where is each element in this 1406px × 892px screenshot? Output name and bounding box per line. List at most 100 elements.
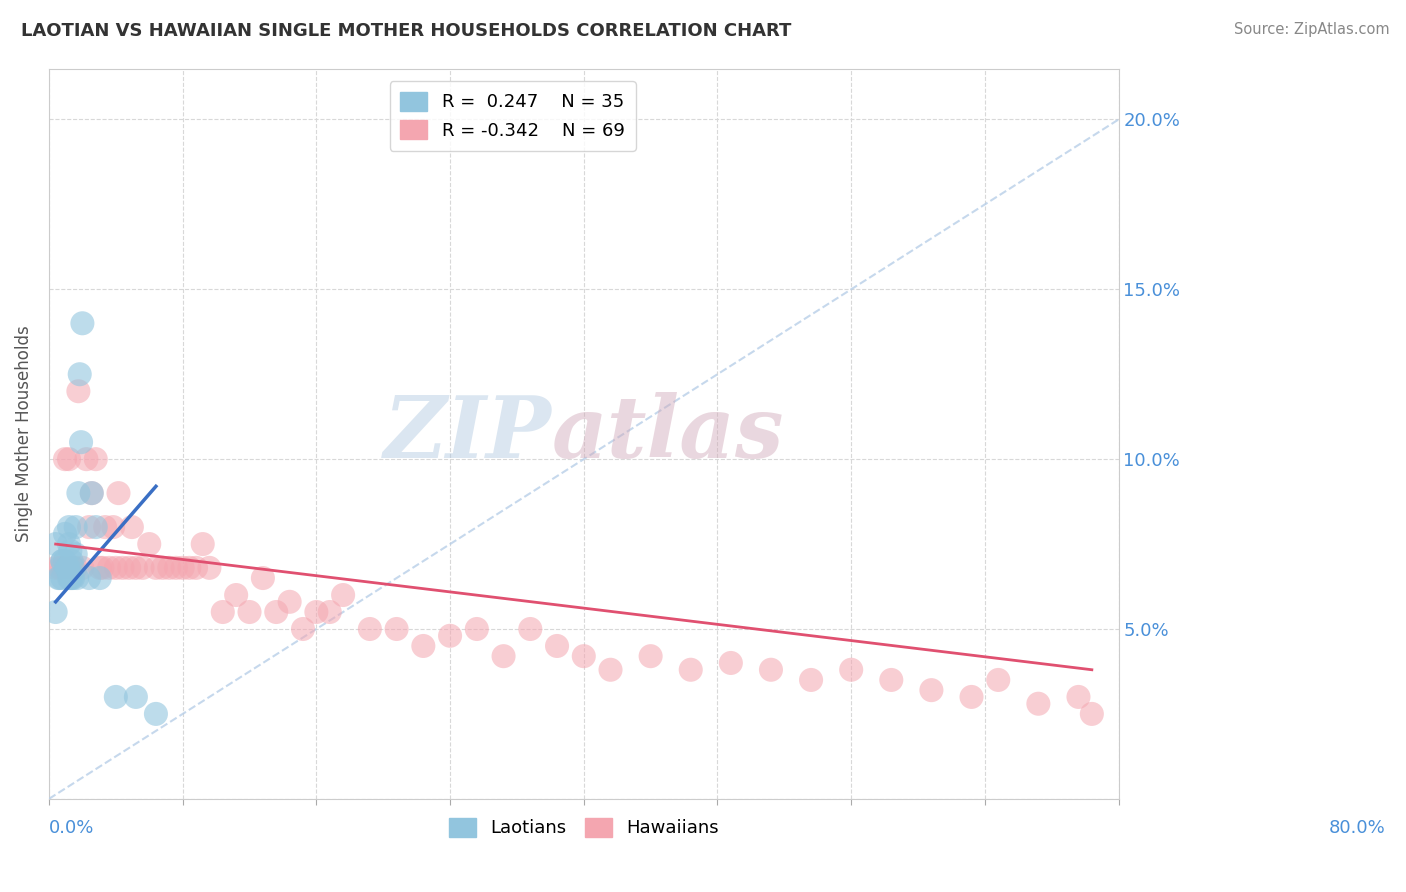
Point [412,639,434,653]
Point [152,561,174,575]
Point [920,683,942,698]
Point [75,452,97,467]
Point [51,554,73,568]
Point [720,656,742,670]
Point [62,561,84,575]
Point [60,571,83,585]
Point [70,435,93,450]
Point [53,527,76,541]
Point [53,554,76,568]
Point [465,622,488,636]
Point [332,588,354,602]
Point [56,561,79,575]
Text: 80.0%: 80.0% [1329,819,1386,838]
Point [51,554,73,568]
Point [58,571,80,585]
Point [107,486,129,500]
Point [111,561,134,575]
Point [138,537,160,551]
Point [1067,690,1090,704]
Point [51,571,73,585]
Point [211,605,233,619]
Point [77,520,100,534]
Text: LAOTIAN VS HAWAIIAN SINGLE MOTHER HOUSEHOLDS CORRELATION CHART: LAOTIAN VS HAWAIIAN SINGLE MOTHER HOUSEH… [21,22,792,40]
Point [48,561,70,575]
Point [252,571,274,585]
Point [84,452,107,467]
Point [104,561,127,575]
Point [145,706,167,721]
Point [67,486,90,500]
Point [131,561,153,575]
Point [91,561,114,575]
Point [679,663,702,677]
Point [238,605,260,619]
Point [77,571,100,585]
Point [72,316,94,330]
Point [198,561,221,575]
Text: atlas: atlas [551,392,785,475]
Point [58,561,80,575]
Point [58,537,80,551]
Point [546,639,568,653]
Point [89,571,111,585]
Point [640,649,662,664]
Point [53,452,76,467]
Point [62,571,84,585]
Point [278,595,301,609]
Point [960,690,983,704]
Point [125,690,148,704]
Point [59,544,82,558]
Point [880,673,903,687]
Point [98,561,121,575]
Point [46,571,69,585]
Point [172,561,194,575]
Point [80,486,103,500]
Point [66,571,89,585]
Point [179,561,201,575]
Text: ZIP: ZIP [384,392,551,475]
Point [184,561,207,575]
Text: 0.0%: 0.0% [49,819,94,838]
Point [58,561,80,575]
Point [94,520,117,534]
Point [519,622,541,636]
Point [319,605,342,619]
Point [599,663,621,677]
Point [305,605,328,619]
Point [987,673,1010,687]
Point [60,554,83,568]
Point [191,537,214,551]
Point [165,561,187,575]
Point [292,622,315,636]
Point [264,605,287,619]
Point [225,588,247,602]
Point [125,561,148,575]
Point [65,520,87,534]
Point [157,561,180,575]
Y-axis label: Single Mother Households: Single Mother Households [15,326,32,542]
Point [385,622,408,636]
Point [45,537,67,551]
Point [89,561,111,575]
Legend: Laotians, Hawaiians: Laotians, Hawaiians [441,811,725,845]
Point [80,486,103,500]
Point [101,520,124,534]
Point [58,520,80,534]
Point [359,622,381,636]
Point [839,663,862,677]
Point [51,561,73,575]
Point [121,520,143,534]
Point [55,561,77,575]
Point [48,571,70,585]
Point [118,561,141,575]
Point [759,663,782,677]
Point [84,520,107,534]
Point [800,673,823,687]
Point [69,368,91,382]
Point [58,452,80,467]
Point [62,561,84,575]
Point [572,649,595,664]
Point [145,561,167,575]
Text: Source: ZipAtlas.com: Source: ZipAtlas.com [1233,22,1389,37]
